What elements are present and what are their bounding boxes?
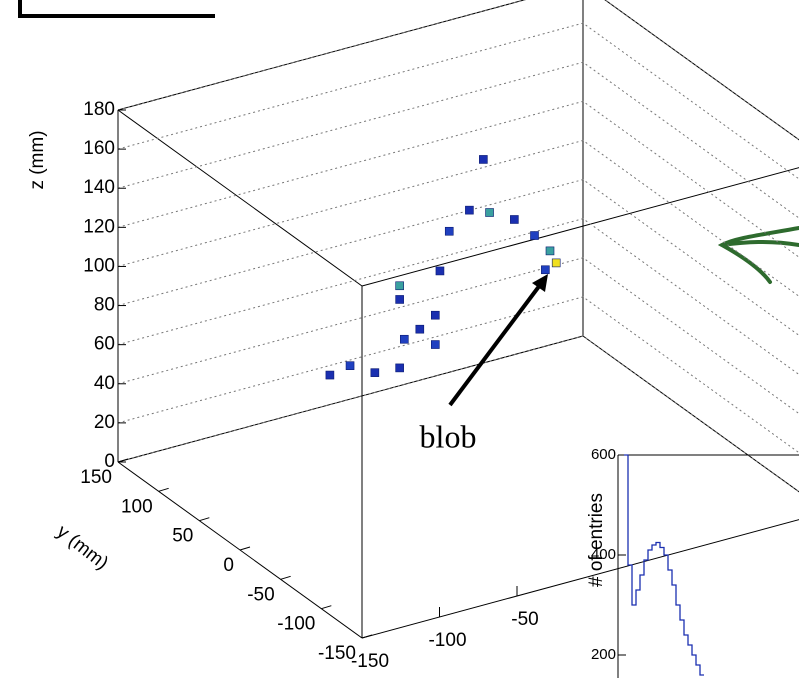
z-tick-label: 180 bbox=[83, 99, 115, 120]
y-tick-label: 150 bbox=[80, 467, 112, 488]
y-tick bbox=[239, 546, 251, 551]
z-tick-label: 40 bbox=[94, 373, 115, 394]
y-axis-title: # of entries bbox=[586, 493, 607, 587]
y-tick-label: 0 bbox=[223, 555, 234, 576]
z-tick-label: 140 bbox=[83, 177, 115, 198]
y-tick-label: 50 bbox=[172, 526, 193, 547]
grid-line bbox=[117, 179, 799, 336]
hit bbox=[485, 208, 494, 217]
hit bbox=[541, 265, 550, 275]
hit bbox=[399, 334, 409, 344]
y-tick bbox=[361, 634, 373, 639]
z-tick-label: 160 bbox=[83, 138, 115, 159]
grid-line bbox=[117, 0, 799, 141]
frame-corner bbox=[18, 0, 215, 18]
hit bbox=[430, 340, 440, 349]
x-tick-label: -150 bbox=[351, 651, 389, 672]
y-tick bbox=[158, 487, 169, 492]
plot-3d: 020406080100120140160180150100500-50-100… bbox=[27, 0, 799, 672]
hit bbox=[395, 295, 404, 304]
box-edge bbox=[117, 109, 363, 287]
y-tick bbox=[280, 575, 291, 580]
hit bbox=[530, 231, 539, 240]
z-axis-title: z (mm) bbox=[27, 130, 48, 189]
z-tick-label: 0 bbox=[104, 451, 115, 472]
grid-line bbox=[117, 100, 799, 258]
grid-line bbox=[117, 335, 799, 493]
y-axis-title: y (mm) bbox=[53, 521, 112, 574]
y-tick bbox=[321, 605, 332, 610]
grid-line bbox=[117, 257, 799, 415]
hit bbox=[435, 266, 445, 276]
grid-line bbox=[117, 139, 799, 297]
hit bbox=[510, 215, 519, 224]
hit bbox=[345, 361, 355, 370]
hit bbox=[430, 310, 440, 320]
z-tick-label: 60 bbox=[94, 334, 115, 355]
z-tick-label: 120 bbox=[83, 216, 115, 237]
hit bbox=[551, 258, 561, 268]
z-tick-label: 100 bbox=[83, 255, 115, 276]
box-edge bbox=[582, 335, 799, 493]
y-tick-label: -100 bbox=[277, 614, 315, 635]
z-tick-label: 80 bbox=[94, 295, 115, 316]
box-edge bbox=[361, 519, 799, 639]
y-tick-label: -50 bbox=[247, 584, 274, 605]
grid-line bbox=[117, 218, 799, 376]
annotation-arrow bbox=[448, 283, 542, 407]
hit bbox=[395, 363, 404, 373]
box-edge bbox=[604, 0, 799, 141]
hit bbox=[465, 205, 474, 215]
annotation: blob bbox=[420, 418, 477, 454]
y-tick-label: 400 bbox=[591, 546, 616, 563]
hit bbox=[325, 370, 335, 380]
x-tick-label: -50 bbox=[511, 609, 538, 630]
y-tick-label: -150 bbox=[318, 643, 356, 664]
inset-histogram: 200 400 600 # of entries bbox=[586, 446, 799, 678]
hit bbox=[415, 324, 425, 334]
y-tick-label: 600 bbox=[591, 446, 616, 463]
hit bbox=[545, 246, 555, 256]
annotation-arrowhead bbox=[532, 274, 548, 292]
y-tick-label: 200 bbox=[591, 646, 616, 663]
hit bbox=[444, 226, 454, 236]
grid-line bbox=[117, 61, 799, 219]
y-tick bbox=[117, 458, 129, 463]
y-tick bbox=[199, 517, 210, 522]
grid-line bbox=[117, 22, 799, 180]
hand-arrow bbox=[717, 226, 799, 284]
histogram-line bbox=[624, 454, 704, 676]
hit bbox=[395, 281, 404, 291]
hit bbox=[370, 368, 380, 377]
x-tick-label: -100 bbox=[428, 630, 466, 651]
hit bbox=[479, 155, 488, 164]
box-edge bbox=[361, 167, 799, 287]
grid-line bbox=[117, 296, 799, 454]
z-tick-label: 20 bbox=[94, 412, 115, 433]
y-tick-label: 100 bbox=[121, 496, 153, 517]
